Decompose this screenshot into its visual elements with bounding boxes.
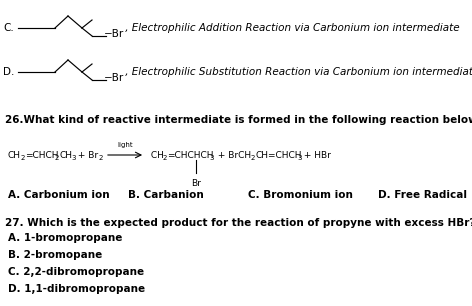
Text: A. Carbonium ion: A. Carbonium ion	[8, 190, 110, 200]
Text: =CHCH: =CHCH	[25, 151, 59, 159]
Text: A. 1-bromopropane: A. 1-bromopropane	[8, 233, 122, 243]
Text: Br: Br	[191, 179, 201, 188]
Text: −Br: −Br	[104, 29, 124, 39]
Text: CH: CH	[148, 151, 164, 159]
Text: light: light	[117, 142, 133, 148]
Text: , Electrophilic Addition Reaction via Carbonium ion intermediate: , Electrophilic Addition Reaction via Ca…	[122, 23, 460, 33]
Text: + HBr: + HBr	[301, 151, 331, 159]
Text: + BrCH: + BrCH	[215, 151, 251, 159]
Text: 2: 2	[55, 155, 59, 161]
Text: CH: CH	[59, 151, 72, 159]
Text: 26.What kind of reactive intermediate is formed in the following reaction below:: 26.What kind of reactive intermediate is…	[5, 115, 472, 125]
Text: C. Bromonium ion: C. Bromonium ion	[248, 190, 353, 200]
Text: 3: 3	[71, 155, 76, 161]
Text: + Br: + Br	[75, 151, 98, 159]
Text: CH=CHCH: CH=CHCH	[255, 151, 302, 159]
Text: 2: 2	[21, 155, 25, 161]
Text: D.: D.	[3, 67, 14, 77]
Text: 2: 2	[251, 155, 255, 161]
Text: D. 1,1-dibromopropane: D. 1,1-dibromopropane	[8, 284, 145, 294]
Text: B. Carbanion: B. Carbanion	[128, 190, 204, 200]
Text: 3: 3	[209, 155, 213, 161]
Text: 27. Which is the expected product for the reaction of propyne with excess HBr?.: 27. Which is the expected product for th…	[5, 218, 472, 228]
Text: B. 2-bromopane: B. 2-bromopane	[8, 250, 102, 260]
Text: CH: CH	[8, 151, 21, 159]
Text: C. 2,2-dibromopropane: C. 2,2-dibromopropane	[8, 267, 144, 277]
Text: , Electrophilic Substitution Reaction via Carbonium ion intermediate: , Electrophilic Substitution Reaction vi…	[122, 67, 472, 77]
Text: 3: 3	[297, 155, 302, 161]
Text: D. Free Radical: D. Free Radical	[378, 190, 467, 200]
Text: C.: C.	[3, 23, 14, 33]
Text: 2: 2	[163, 155, 168, 161]
Text: =CHCHCH: =CHCHCH	[167, 151, 213, 159]
Text: 2: 2	[99, 155, 103, 161]
Text: −Br: −Br	[104, 73, 124, 83]
